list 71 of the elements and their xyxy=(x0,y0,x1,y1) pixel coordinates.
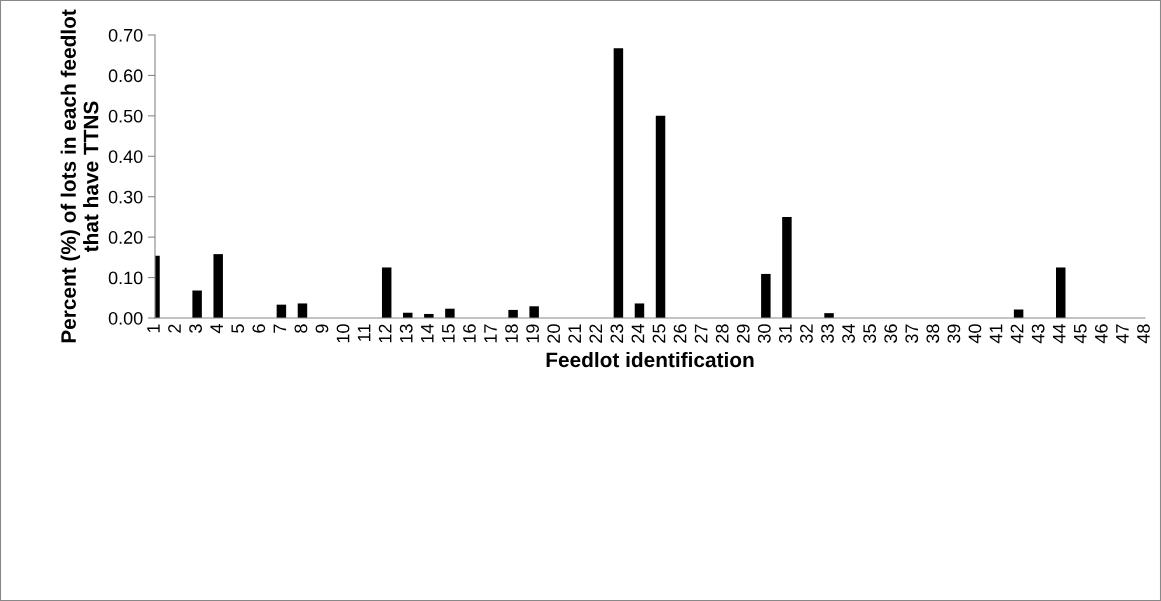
x-tick-label: 7 xyxy=(273,324,287,333)
x-tick-label: 12 xyxy=(378,324,392,343)
x-tick-label: 25 xyxy=(652,324,666,343)
x-axis-title: Feedlot identification xyxy=(546,351,754,368)
x-tick-label: 42 xyxy=(1010,324,1024,344)
x-tick-label: 2 xyxy=(168,324,181,333)
y-tick-label: 0.10 xyxy=(108,271,143,285)
x-tick-label: 1 xyxy=(147,324,160,333)
x-tick-label: 43 xyxy=(1031,324,1045,344)
x-tick-label: 5 xyxy=(231,324,245,333)
bar xyxy=(529,306,539,318)
x-tick-label: 15 xyxy=(442,324,455,343)
x-tick-label: 11 xyxy=(357,324,371,341)
x-tick-label: 47 xyxy=(1116,324,1129,344)
x-tick-label: 20 xyxy=(547,324,561,343)
bar xyxy=(761,273,771,318)
x-tick-label: 44 xyxy=(1052,324,1066,344)
bar xyxy=(297,303,308,318)
x-tick-label: 8 xyxy=(294,324,308,333)
x-tick-label: 39 xyxy=(947,324,961,343)
bar xyxy=(381,267,392,318)
bar xyxy=(782,216,792,318)
x-tick-label: 3 xyxy=(189,324,202,333)
x-tick-label: 24 xyxy=(631,324,645,343)
x-tick-label: 45 xyxy=(1074,324,1087,344)
x-tick-label: 31 xyxy=(778,324,792,343)
x-tick-label: 41 xyxy=(989,324,1003,344)
x-tick-label: 38 xyxy=(926,324,940,343)
y-tick-label: 0.70 xyxy=(108,28,143,42)
x-tick-label: 13 xyxy=(399,324,413,343)
x-tick-label: 16 xyxy=(463,324,476,343)
x-tick-label: 23 xyxy=(610,324,624,343)
bar xyxy=(445,308,455,318)
x-tick-label: 22 xyxy=(589,324,603,343)
bar xyxy=(613,48,624,318)
y-tick-label: 0.40 xyxy=(108,150,143,164)
x-tick-label: 29 xyxy=(736,324,750,343)
x-tick-label: 26 xyxy=(673,324,687,343)
y-tick-label: 0.60 xyxy=(108,69,143,83)
x-tick-label: 35 xyxy=(863,324,877,343)
x-tick-label: 37 xyxy=(905,324,919,343)
x-tick-label: 18 xyxy=(505,324,518,343)
x-tick-label: 14 xyxy=(421,324,434,343)
x-tick-label: 19 xyxy=(526,324,539,343)
bar xyxy=(634,303,645,318)
y-tick-label: 0.30 xyxy=(108,190,143,204)
x-tick-label: 36 xyxy=(884,324,898,343)
x-tick-label: 17 xyxy=(484,324,497,343)
x-tick-label: 28 xyxy=(715,324,729,343)
x-tick-label: 30 xyxy=(757,324,771,343)
x-tick-label: 9 xyxy=(315,324,329,333)
bar xyxy=(508,309,518,318)
x-tick-label: 33 xyxy=(821,324,834,343)
x-tick-label: 34 xyxy=(842,324,855,343)
y-tick-label: 0.00 xyxy=(108,311,143,325)
x-tick-label: 10 xyxy=(336,324,350,343)
bar xyxy=(192,290,202,318)
bar xyxy=(655,115,666,318)
bar xyxy=(213,254,223,318)
x-tick-label: 6 xyxy=(252,324,266,333)
y-axis-title: Percent (%) of lots in each feedlot that have TTNS xyxy=(60,9,99,343)
x-tick-label: 40 xyxy=(968,324,982,344)
y-tick-label: 0.20 xyxy=(108,231,143,244)
x-tick-label: 32 xyxy=(800,324,813,343)
x-tick-label: 46 xyxy=(1094,324,1108,344)
bar xyxy=(1056,267,1066,318)
x-tick-label: 27 xyxy=(694,324,708,343)
x-tick-label: 48 xyxy=(1137,324,1150,344)
y-tick-label: 0.50 xyxy=(108,109,143,123)
x-tick-label: 21 xyxy=(568,324,581,343)
x-tick-label: 4 xyxy=(210,324,223,334)
